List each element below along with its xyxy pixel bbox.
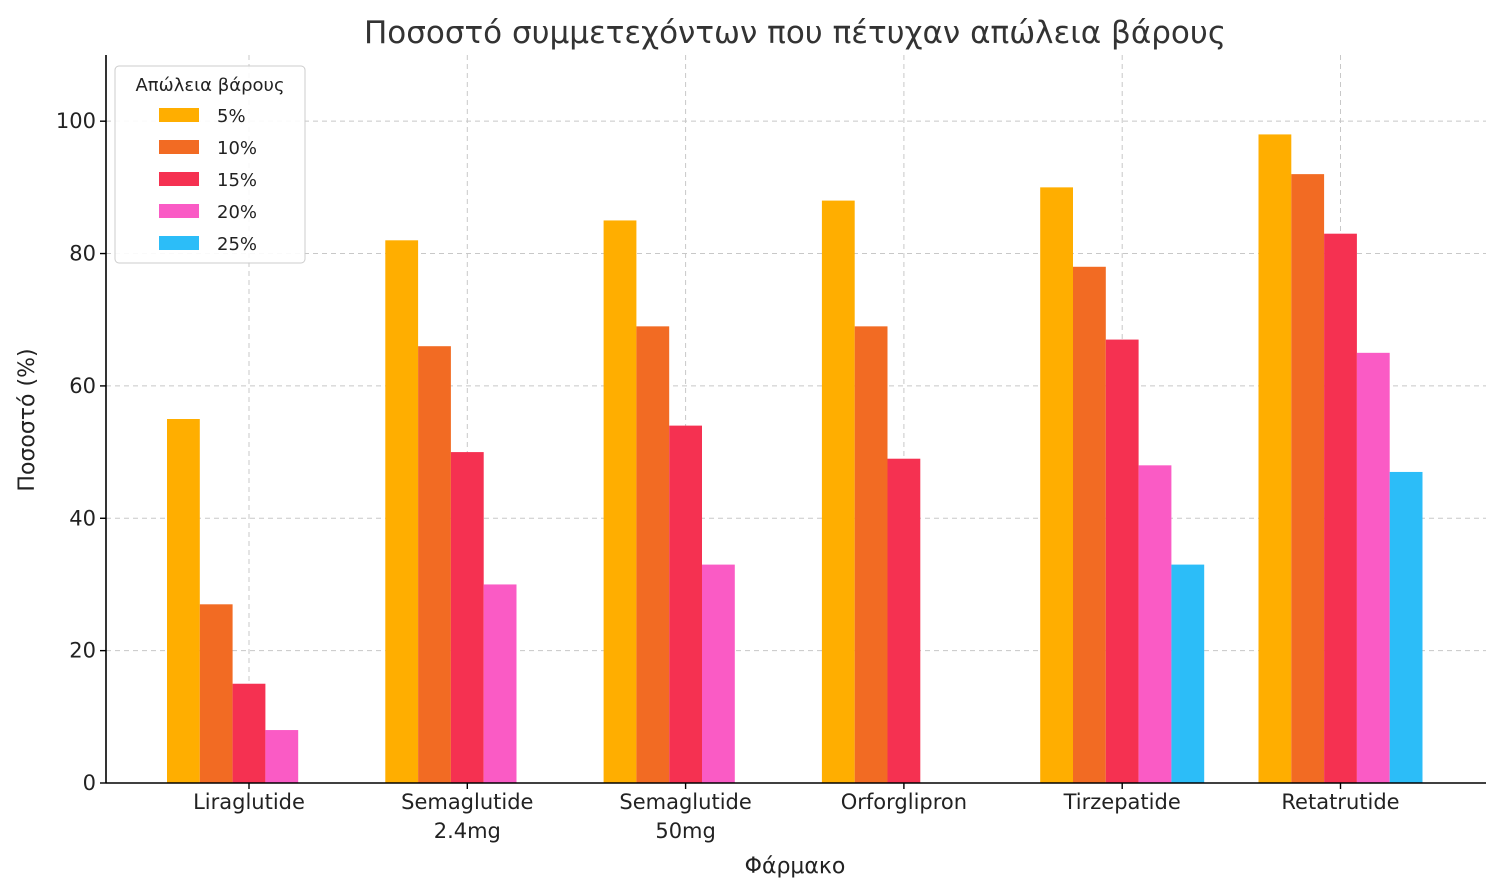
bar xyxy=(1324,233,1357,783)
y-tick-label: 40 xyxy=(69,506,96,530)
bar xyxy=(1138,465,1172,783)
legend-swatch xyxy=(159,108,199,122)
bar xyxy=(265,730,299,783)
bar xyxy=(1258,134,1292,784)
legend-label: 5% xyxy=(217,106,246,127)
bar xyxy=(483,584,517,783)
x-axis-label: Φάρμακο xyxy=(745,854,846,879)
bars xyxy=(167,134,1423,784)
bar xyxy=(450,452,484,783)
bar xyxy=(1389,471,1423,783)
legend-label: 10% xyxy=(217,138,257,159)
chart-title: Ποσοστό συμμετεχόντων που πέτυχαν απώλει… xyxy=(364,15,1226,51)
bar xyxy=(821,200,855,784)
legend-label: 25% xyxy=(217,234,257,255)
y-tick-label: 0 xyxy=(83,771,96,795)
bar xyxy=(603,220,637,783)
bar xyxy=(418,346,451,783)
bar xyxy=(702,564,735,783)
legend-label: 15% xyxy=(217,170,257,191)
y-tick-label: 100 xyxy=(56,109,96,133)
legend-label: 20% xyxy=(217,202,257,223)
bar xyxy=(1291,174,1325,783)
legend-title: Απώλεια βάρους xyxy=(135,75,284,96)
legend-items: 5% 10% 15% 20% 25% xyxy=(159,106,257,255)
bar xyxy=(1040,187,1073,784)
bar xyxy=(669,425,702,783)
legend-swatch xyxy=(159,204,199,218)
y-axis-label: Ποσοστό (%) xyxy=(15,348,40,491)
legend: Απώλεια βάρους 5% 10% 15% 20% 25% xyxy=(114,65,306,264)
bar xyxy=(1356,352,1390,783)
bar xyxy=(636,326,670,783)
legend-swatch xyxy=(159,140,199,154)
y-tick-label: 60 xyxy=(69,374,96,398)
x-tick-label: 2.4mg xyxy=(434,819,501,843)
bar xyxy=(167,419,200,783)
bar xyxy=(1171,564,1205,783)
y-tick-label: 80 xyxy=(69,242,96,266)
x-tick-label: 50mg xyxy=(655,819,716,843)
x-tick-label: Semaglutide xyxy=(619,790,751,814)
bar xyxy=(1105,339,1139,783)
y-tick-label: 20 xyxy=(69,639,96,663)
bar xyxy=(887,458,921,783)
bar xyxy=(1073,266,1106,783)
bar xyxy=(232,683,266,783)
x-tick-label: Semaglutide xyxy=(401,790,533,814)
x-tick-label: Liraglutide xyxy=(193,790,305,814)
x-tick-label: Tirzepatide xyxy=(1063,790,1181,814)
bar xyxy=(385,240,419,783)
axes xyxy=(105,55,1486,784)
legend-swatch xyxy=(159,172,199,186)
tick-labels: 0 20 40 60 80 100 Liraglutide Semaglutide 2.4mg S… xyxy=(56,109,1400,843)
bar xyxy=(854,326,888,783)
x-tick-label: Retatrutide xyxy=(1281,790,1399,814)
bar xyxy=(199,604,233,783)
legend-swatch xyxy=(159,236,199,250)
x-tick-label: Orforglipron xyxy=(841,790,967,814)
